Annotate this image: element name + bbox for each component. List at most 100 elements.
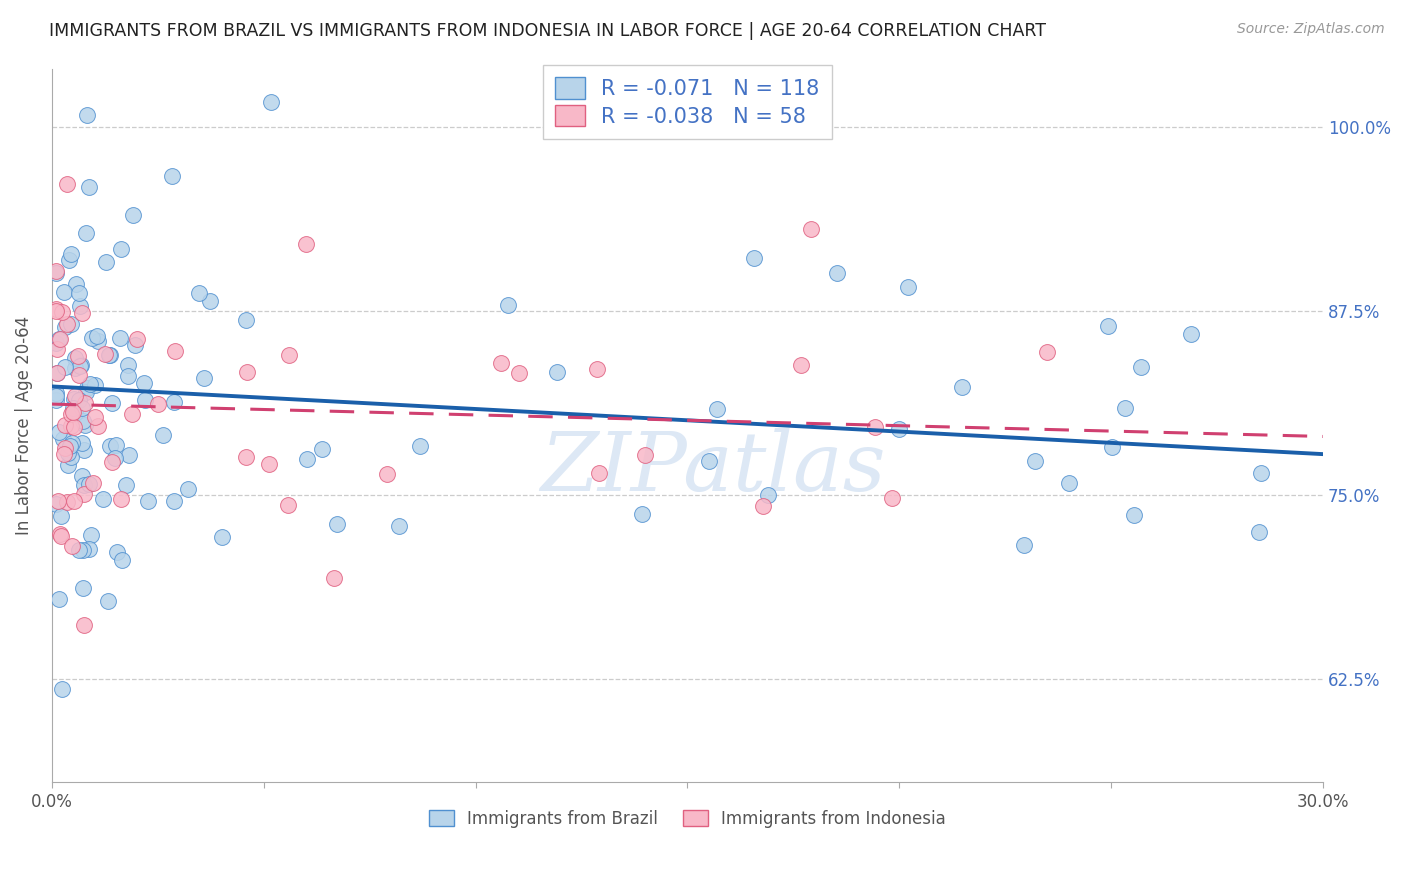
Point (63, 389, 86, 403)
Point (87, 419, 110, 434)
Point (236, 365, 259, 379)
Point (633, 448, 655, 462)
Point (67, 368, 90, 383)
Point (259, 457, 281, 471)
Point (73, 486, 96, 500)
Point (1130, 359, 1153, 374)
Point (59, 439, 82, 453)
Point (62, 401, 84, 415)
Point (744, 252, 766, 266)
Point (111, 553, 134, 567)
Point (97, 348, 120, 362)
Point (105, 438, 128, 452)
Point (45, 497, 67, 511)
Point (84, 410, 107, 425)
Point (67, 286, 90, 301)
Point (91, 491, 114, 506)
Point (311, 442, 333, 457)
Point (235, 313, 257, 327)
Point (56, 495, 79, 509)
Point (73, 418, 96, 433)
Point (80, 528, 103, 542)
Point (375, 467, 398, 481)
Point (45, 392, 67, 407)
Point (59, 317, 82, 331)
Point (73, 478, 96, 492)
Point (56, 458, 79, 473)
Point (322, 571, 344, 585)
Legend: Immigrants from Brazil, Immigrants from Indonesia: Immigrants from Brazil, Immigrants from … (422, 804, 953, 835)
Point (46, 493, 69, 508)
Point (115, 477, 138, 491)
Point (49, 527, 72, 541)
Point (146, 396, 169, 410)
Point (53, 418, 76, 433)
Point (45, 302, 67, 317)
Point (546, 365, 568, 379)
Point (67, 392, 90, 407)
Point (326, 516, 349, 531)
Point (827, 266, 849, 280)
Point (97, 594, 120, 608)
Point (110, 242, 132, 256)
Point (706, 401, 728, 416)
Point (72, 436, 94, 450)
Point (52, 432, 75, 446)
Point (134, 392, 156, 407)
Text: ZIPatlas: ZIPatlas (540, 428, 886, 508)
Point (52, 285, 75, 299)
Point (1247, 525, 1270, 540)
Point (79, 477, 101, 491)
Point (104, 450, 127, 465)
Point (193, 371, 215, 385)
Point (1250, 467, 1272, 481)
Point (75, 226, 97, 240)
Point (94, 346, 117, 360)
Point (87, 334, 110, 348)
Point (117, 358, 139, 372)
Point (198, 294, 221, 309)
Point (48, 425, 70, 440)
Point (45, 343, 67, 357)
Point (96, 254, 118, 268)
Point (51, 529, 73, 543)
Point (72, 468, 94, 483)
Point (79, 542, 101, 557)
Point (53, 320, 76, 334)
Point (73, 443, 96, 458)
Point (125, 332, 148, 346)
Point (72, 542, 94, 557)
Point (163, 493, 186, 508)
Point (48, 592, 70, 607)
Point (118, 448, 141, 462)
Point (1059, 475, 1081, 490)
Point (756, 488, 779, 502)
Point (1114, 401, 1136, 415)
Point (134, 376, 156, 390)
Point (163, 343, 186, 358)
Point (752, 500, 775, 514)
Point (277, 348, 299, 362)
Point (1012, 538, 1035, 552)
Point (86, 329, 108, 343)
Point (121, 407, 143, 421)
Point (49, 508, 72, 523)
Point (508, 366, 530, 380)
Point (48, 332, 70, 346)
Point (67, 349, 90, 363)
Point (51, 681, 73, 696)
Point (117, 368, 139, 383)
Point (863, 420, 886, 434)
Point (76, 381, 98, 395)
Point (489, 356, 512, 370)
Point (1024, 454, 1046, 468)
Point (277, 499, 299, 513)
Point (45, 366, 67, 380)
Point (496, 298, 519, 312)
Point (45, 303, 67, 318)
Text: Source: ZipAtlas.com: Source: ZipAtlas.com (1237, 22, 1385, 37)
Point (177, 482, 200, 496)
Point (63, 392, 86, 406)
Point (152, 427, 174, 442)
Point (79, 180, 101, 194)
